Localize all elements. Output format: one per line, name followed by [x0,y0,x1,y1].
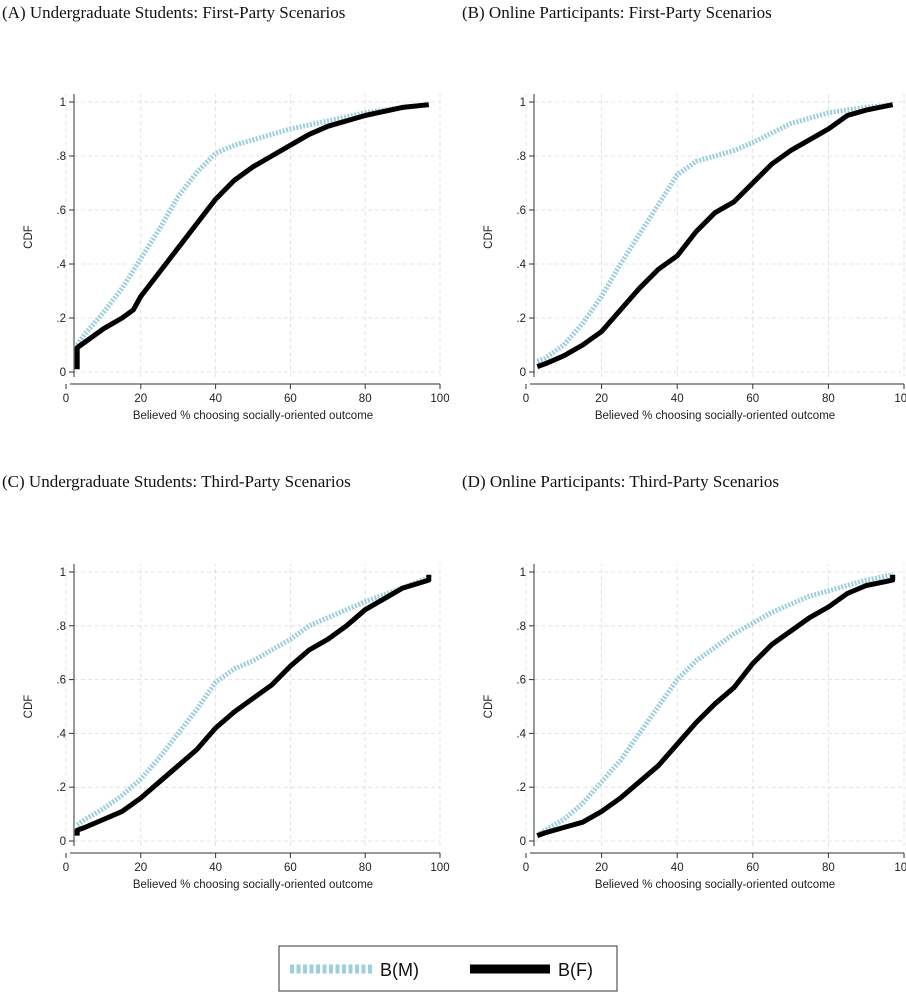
y-tick-label: 1 [60,97,66,109]
y-tick-label: .6 [516,675,526,687]
panel-title: (B) Online Participants: First-Party Sce… [462,3,772,22]
x-tick-label: 80 [822,862,835,874]
series-line-bf [536,574,896,838]
x-tick-label: 60 [284,393,297,405]
y-tick-label: 0 [520,836,526,848]
x-tick-label: 40 [671,862,684,874]
x-tick-label: 100 [430,393,449,405]
y-tick-label: .4 [56,259,66,271]
y-tick-label: .4 [516,259,526,271]
x-tick-label: 80 [359,393,372,405]
x-tick-label: 20 [595,393,608,405]
y-axis-label: CDF [483,695,495,719]
y-axis-label: CDF [483,225,495,249]
x-tick-label: 100 [894,862,906,874]
x-tick-label: 40 [671,393,684,405]
y-tick-label: .2 [56,313,66,325]
y-tick-label: 1 [520,567,526,579]
x-tick-label: 40 [209,862,222,874]
x-tick-label: 0 [63,393,69,405]
y-tick-label: .4 [516,728,526,740]
legend-label-bm: B(M) [380,960,419,980]
x-tick-label: 20 [134,862,147,874]
x-axis-label: Believed % choosing socially-oriented ou… [595,410,835,422]
series-line-bm [536,102,893,364]
x-tick-label: 0 [523,393,529,405]
x-tick-label: 60 [746,393,759,405]
y-tick-label: .8 [56,151,66,163]
y-tick-label: 1 [60,567,66,579]
y-tick-label: 0 [60,836,66,848]
y-tick-label: .6 [56,675,66,687]
y-tick-label: .2 [516,313,526,325]
x-tick-label: 80 [359,862,372,874]
y-tick-label: 0 [60,367,66,379]
x-axis-label: Believed % choosing socially-oriented ou… [595,879,835,891]
y-tick-label: .6 [56,205,66,217]
x-tick-label: 0 [63,862,69,874]
panel-c: (C) Undergraduate Students: Third-Party … [2,472,450,891]
series-line-bf [74,102,430,370]
x-tick-label: 100 [430,862,449,874]
panel-title: (D) Online Participants: Third-Party Sce… [462,472,779,491]
x-axis-label: Believed % choosing socially-oriented ou… [133,879,373,891]
x-tick-label: 80 [822,393,835,405]
x-tick-label: 20 [595,862,608,874]
series-line-bm [75,575,430,827]
panel-title: (A) Undergraduate Students: First-Party … [2,3,345,22]
panel-title: (C) Undergraduate Students: Third-Party … [2,472,351,491]
x-tick-label: 60 [746,862,759,874]
y-tick-label: .8 [516,621,526,633]
x-tick-label: 0 [523,862,529,874]
x-tick-label: 100 [894,393,906,405]
x-axis-label: Believed % choosing socially-oriented ou… [133,410,373,422]
panel-a: (A) Undergraduate Students: First-Party … [2,3,450,422]
x-tick-label: 40 [209,393,222,405]
y-tick-label: .4 [56,728,66,740]
legend: B(M) B(F) [278,945,618,992]
y-axis-label: CDF [23,695,35,719]
x-tick-label: 20 [134,393,147,405]
y-tick-label: .6 [516,205,526,217]
panel-b: (B) Online Participants: First-Party Sce… [462,3,906,422]
series-line-bm [75,102,430,347]
series-line-bf [536,102,894,369]
x-tick-label: 60 [284,862,297,874]
series-line-bf [74,574,432,836]
panel-d: (D) Online Participants: Third-Party Sce… [462,472,906,891]
legend-label-bf: B(F) [558,960,593,980]
legend-box [278,945,618,992]
y-tick-label: 0 [520,367,526,379]
y-tick-label: .8 [56,621,66,633]
y-tick-label: .2 [56,782,66,794]
y-tick-label: .8 [516,151,526,163]
y-axis-label: CDF [23,225,35,249]
y-tick-label: .2 [516,782,526,794]
series-line-bm [535,572,894,838]
y-tick-label: 1 [520,97,526,109]
